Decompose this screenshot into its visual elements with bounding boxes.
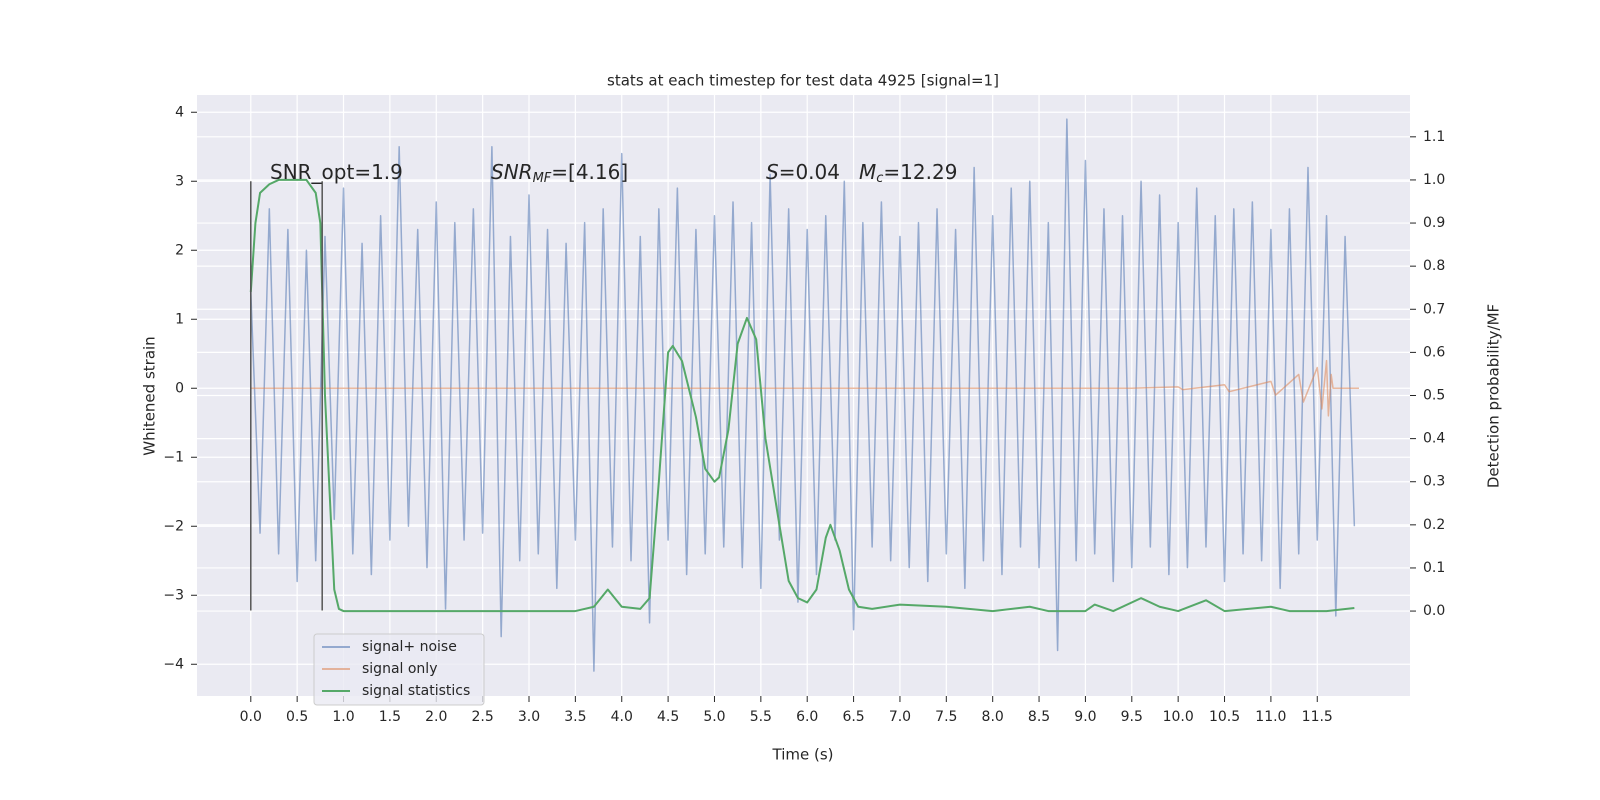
y2-tick-label: 0.7 (1423, 301, 1445, 317)
annotation-part: SNR (491, 160, 533, 184)
x-tick-label: 6.0 (796, 709, 818, 725)
y-tick-label: −3 (163, 587, 184, 603)
x-tick-label: 5.0 (703, 709, 725, 725)
x-tick-label: 4.0 (611, 709, 633, 725)
x-tick-label: 9.0 (1074, 709, 1096, 725)
y2-tick-label: 0.4 (1423, 431, 1445, 447)
series-line (250, 118, 1356, 672)
chart-title: stats at each timestep for test data 492… (607, 72, 999, 90)
y2-tick-label: 0.2 (1423, 517, 1445, 533)
x-tick-label: 8.0 (982, 709, 1004, 725)
x-tick-label: 6.5 (842, 709, 864, 725)
x-tick-label: 10.5 (1209, 709, 1240, 725)
y-tick-label: 0 (175, 380, 184, 396)
x-tick-label: 0.5 (286, 709, 308, 725)
series-line (250, 359, 1359, 417)
x-tick-label: 0.0 (240, 709, 262, 725)
y2-tick-label: 1.1 (1423, 129, 1445, 145)
legend-label: signal+ noise (362, 639, 457, 655)
y-tick-label: 4 (175, 104, 184, 120)
annotation-part: M (859, 160, 876, 184)
x-tick-label: 1.5 (379, 709, 401, 725)
x-tick-label: 11.0 (1255, 709, 1286, 725)
y2-tick-label: 0.5 (1423, 388, 1445, 404)
legend-box (313, 633, 485, 706)
x-tick-label: 8.5 (1028, 709, 1050, 725)
x-tick-label: 3.5 (564, 709, 586, 725)
y-axis-label: Whitened strain (141, 336, 159, 455)
annotation: SNR_opt=1.9 (270, 160, 403, 184)
x-tick-label: 5.5 (750, 709, 772, 725)
annotation: Mc=12.29 (859, 160, 957, 186)
annotation-part: SNR_opt=1.9 (270, 160, 403, 184)
annotation-part: =12.29 (883, 160, 957, 184)
annotation-part: c (876, 171, 883, 186)
x-tick-label: 9.5 (1121, 709, 1143, 725)
x-tick-label: 11.5 (1302, 709, 1333, 725)
legend-label: signal only (362, 661, 437, 677)
x-tick-label: 2.5 (471, 709, 493, 725)
y2-tick-label: 0.6 (1423, 344, 1445, 360)
y2-tick-label: 0.1 (1423, 560, 1445, 576)
y2-tick-label: 0.9 (1423, 215, 1445, 231)
annotation: S=0.04 (766, 160, 840, 184)
annotation: SNRMF=[4.16] (491, 160, 628, 186)
y2-axis-label: Detection probability/MF (1485, 304, 1503, 488)
y-tick-label: −2 (163, 518, 184, 534)
x-tick-label: 1.0 (332, 709, 354, 725)
y-tick-label: −1 (163, 449, 184, 465)
y2-tick-label: 0.3 (1423, 474, 1445, 490)
y2-tick-label: 0.8 (1423, 258, 1445, 274)
y-tick-label: 1 (175, 311, 184, 327)
series-line (249, 178, 1355, 613)
x-tick-label: 3.0 (518, 709, 540, 725)
annotation-part: =0.04 (779, 160, 840, 184)
x-tick-label: 10.0 (1163, 709, 1194, 725)
y2-tick-label: 1.0 (1423, 172, 1445, 188)
y2-tick-label: 0.0 (1423, 603, 1445, 619)
x-tick-label: 7.5 (935, 709, 957, 725)
x-tick-label: 2.0 (425, 709, 447, 725)
x-axis-label: Time (s) (772, 746, 834, 764)
legend-label: signal statistics (362, 683, 470, 699)
y-tick-label: 3 (175, 173, 184, 189)
x-tick-label: 4.5 (657, 709, 679, 725)
annotation-part: =[4.16] (551, 160, 628, 184)
annotation-part: S (766, 160, 779, 184)
y-tick-label: 2 (175, 242, 184, 258)
x-tick-label: 7.0 (889, 709, 911, 725)
annotation-part: MF (533, 171, 552, 186)
y-tick-label: −4 (163, 656, 184, 672)
